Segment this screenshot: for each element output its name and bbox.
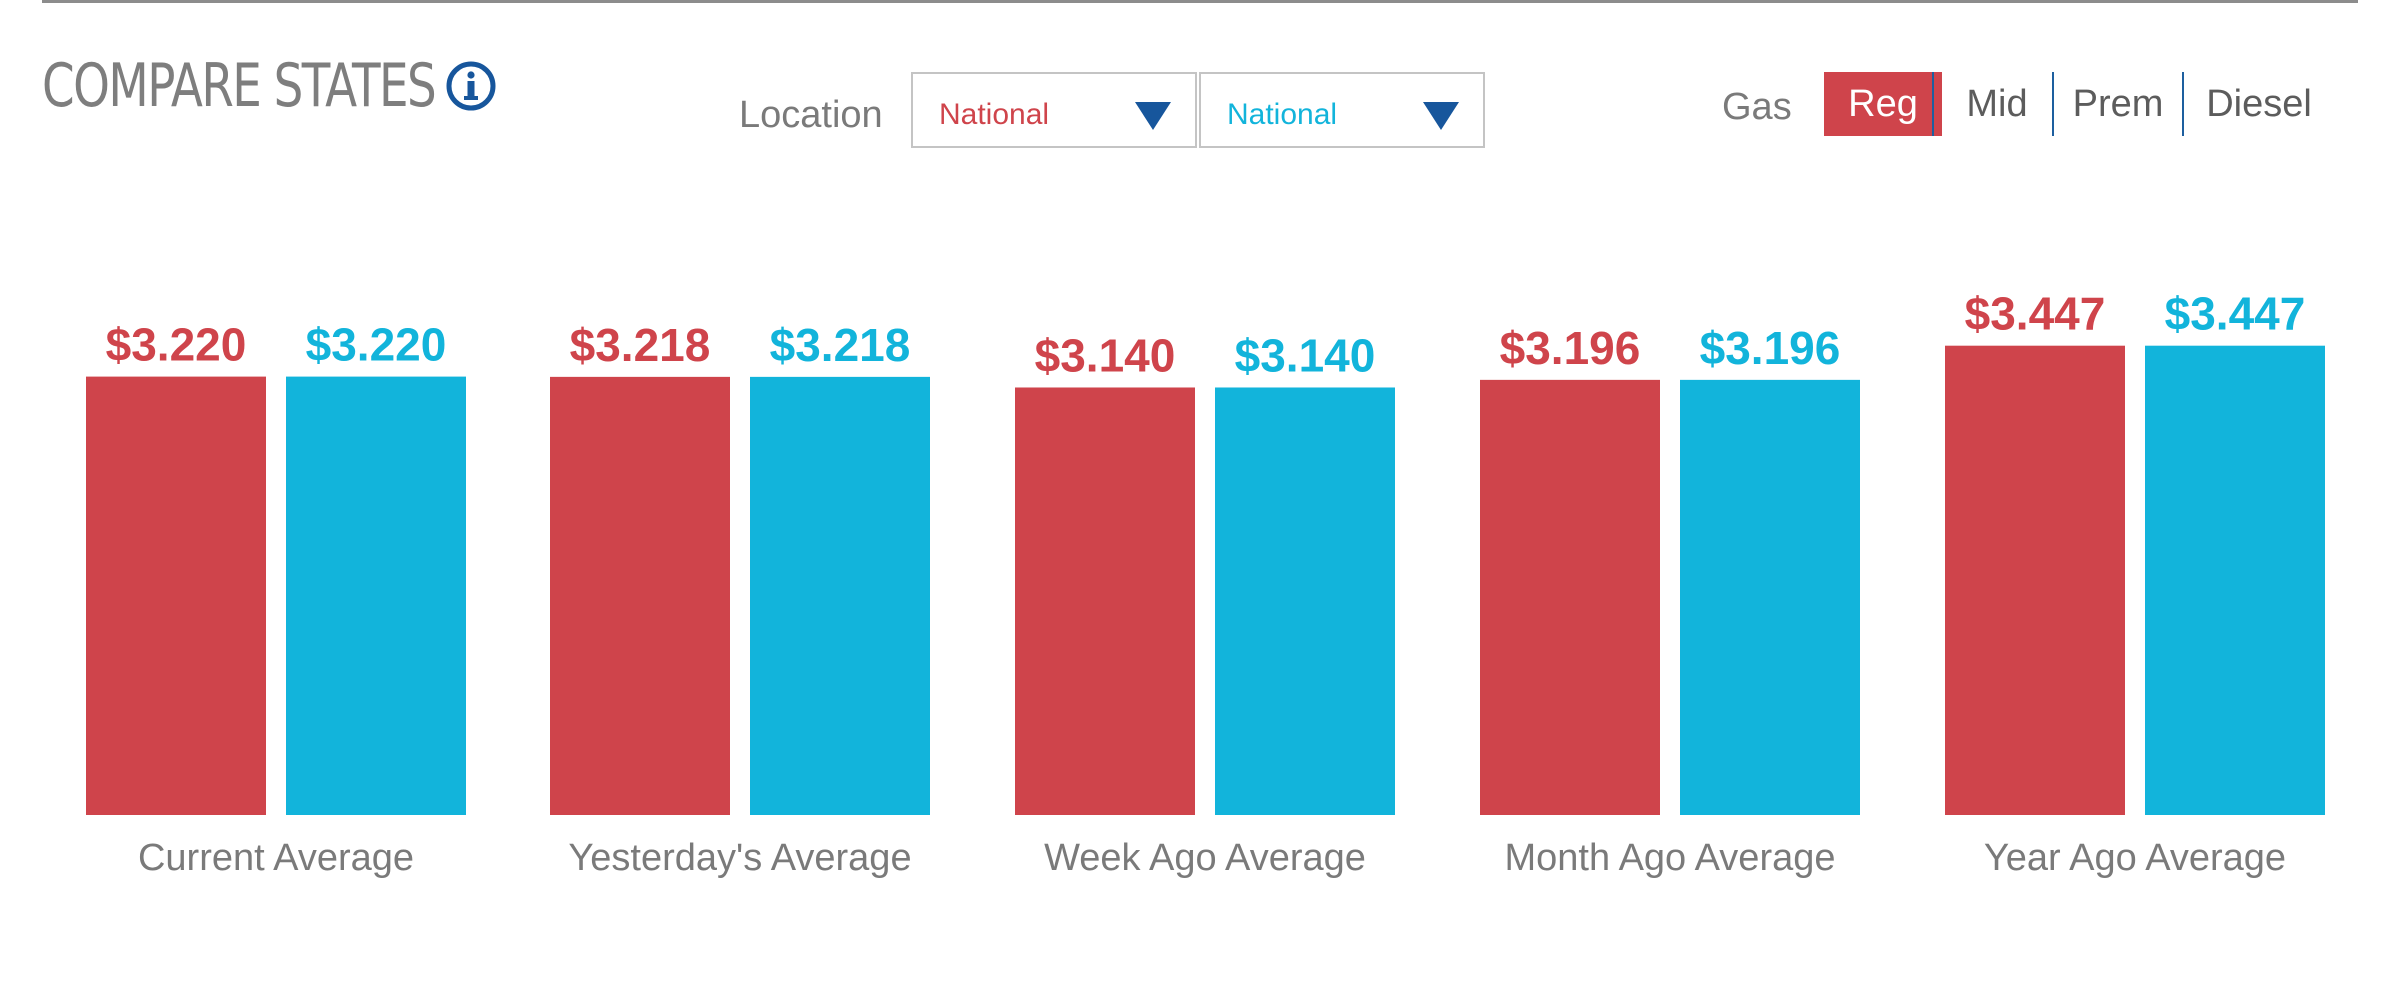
bar-second-1 xyxy=(750,376,930,815)
info-icon[interactable] xyxy=(445,60,497,112)
category-label: Current Average xyxy=(138,837,414,879)
dropdown-arrow-icon xyxy=(1423,102,1459,130)
bar-first-2 xyxy=(1015,387,1195,815)
dropdown-arrow-icon xyxy=(1135,102,1171,130)
fuel-tab-divider xyxy=(1932,72,1934,136)
fuel-tab-divider xyxy=(2052,72,2054,136)
bar-value-label: $3.447 xyxy=(2165,288,2306,340)
category-label: Yesterday's Average xyxy=(568,837,911,879)
fuel-tab-divider xyxy=(2182,72,2184,136)
bar-value-label: $3.196 xyxy=(1500,322,1641,374)
location-label: Location xyxy=(739,94,883,136)
fuel-tab-prem[interactable]: Prem xyxy=(2054,72,2182,136)
location-select-first[interactable]: National xyxy=(911,72,1197,148)
bar-second-4 xyxy=(2145,345,2325,815)
fuel-tab-label: Reg xyxy=(1848,83,1918,125)
bar-first-4 xyxy=(1945,345,2125,815)
top-divider xyxy=(42,0,2358,3)
location-select-second-value: National xyxy=(1227,98,1338,131)
bar-second-2 xyxy=(1215,387,1395,815)
location-select-first-value: National xyxy=(939,98,1050,131)
bar-value-label: $3.220 xyxy=(306,319,447,371)
bar-value-label: $3.218 xyxy=(770,319,911,371)
bar-value-label: $3.140 xyxy=(1235,329,1376,381)
category-label: Month Ago Average xyxy=(1505,837,1836,879)
category-label: Week Ago Average xyxy=(1044,837,1366,879)
bar-first-3 xyxy=(1480,379,1660,815)
fuel-tab-label: Diesel xyxy=(2206,83,2312,125)
bar-value-label: $3.140 xyxy=(1035,329,1176,381)
gas-label: Gas xyxy=(1722,86,1792,128)
bar-second-0 xyxy=(286,376,466,815)
category-label: Year Ago Average xyxy=(1984,837,2286,879)
bar-value-label: $3.218 xyxy=(570,319,711,371)
page-title: COMPARE STATES xyxy=(42,51,437,121)
bar-value-label: $3.447 xyxy=(1965,288,2106,340)
fuel-tab-label: Prem xyxy=(2072,83,2164,125)
bar-first-0 xyxy=(86,376,266,815)
location-select-second[interactable]: National xyxy=(1199,72,1485,148)
fuel-tab-mid[interactable]: Mid xyxy=(1942,72,2052,136)
bar-value-label: $3.196 xyxy=(1700,322,1841,374)
bar-first-1 xyxy=(550,376,730,815)
comparison-bar-chart: $3.220 $3.220 Current Average $3.218 $3.218 Y… xyxy=(86,288,2325,879)
fuel-tab-label: Mid xyxy=(1966,83,2028,125)
fuel-tab-reg[interactable]: Reg xyxy=(1824,72,1942,136)
fuel-tab-diesel[interactable]: Diesel xyxy=(2184,72,2334,136)
bar-second-3 xyxy=(1680,379,1860,815)
bar-value-label: $3.220 xyxy=(106,319,247,371)
